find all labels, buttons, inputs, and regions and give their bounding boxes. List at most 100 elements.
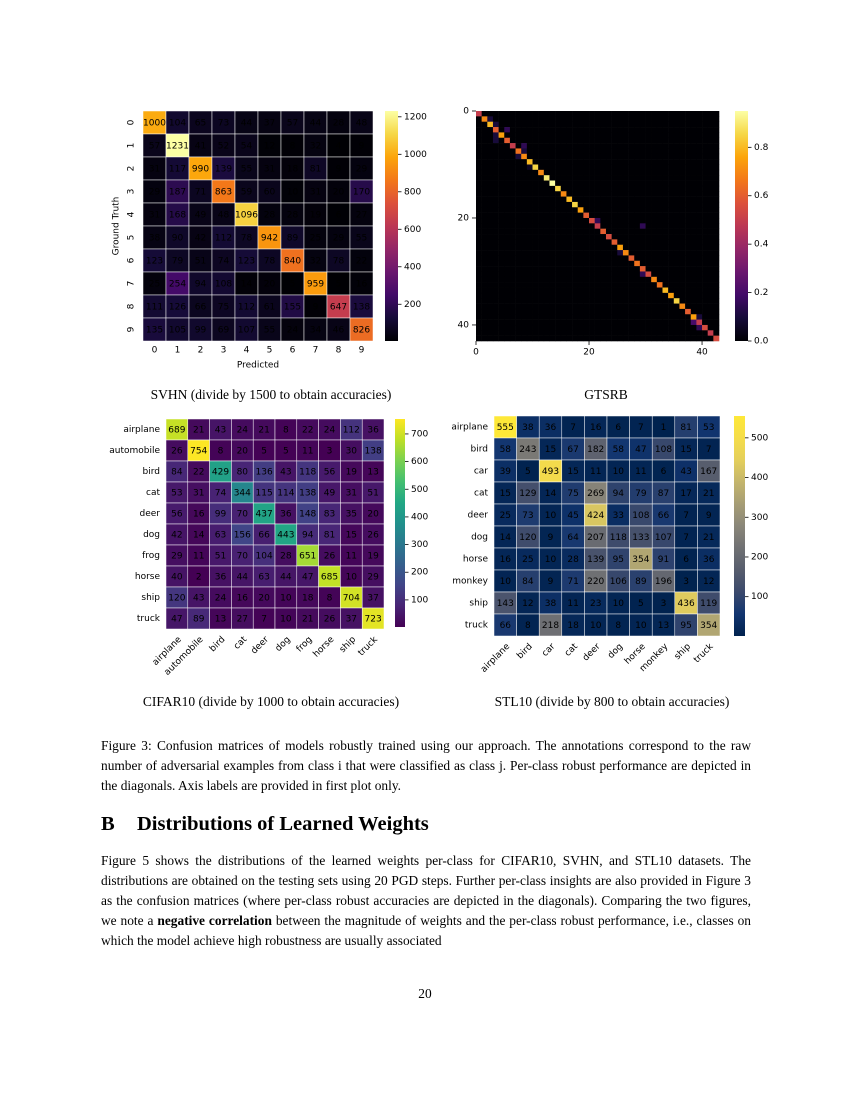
heatmap-cell bbox=[549, 303, 556, 310]
heatmap-cell bbox=[685, 180, 692, 187]
cell-annotation: 28 bbox=[280, 552, 292, 562]
y-tick-label: bird bbox=[143, 467, 160, 477]
heatmap-cell bbox=[509, 298, 516, 304]
cell-annotation: 79 bbox=[172, 257, 184, 267]
heatmap-cell bbox=[487, 303, 494, 310]
heatmap-cell bbox=[656, 324, 663, 331]
cell-annotation: 436 bbox=[678, 599, 695, 609]
heatmap-cell bbox=[487, 148, 494, 155]
heatmap-cell bbox=[656, 121, 663, 128]
heatmap-cell bbox=[685, 228, 692, 235]
heatmap-cell bbox=[600, 324, 607, 331]
heatmap-cell bbox=[560, 121, 567, 128]
heatmap-cell bbox=[639, 127, 646, 133]
cell-annotation: 84 bbox=[522, 577, 534, 587]
heatmap-cell bbox=[549, 207, 556, 213]
heatmap-cell bbox=[577, 287, 584, 294]
heatmap-cell bbox=[532, 169, 539, 176]
heatmap-cell bbox=[487, 137, 494, 144]
heatmap-cell bbox=[538, 250, 545, 256]
heatmap-cell bbox=[702, 234, 708, 240]
heatmap-cell bbox=[685, 191, 692, 197]
heatmap-cell bbox=[481, 292, 488, 299]
heatmap-cell bbox=[634, 250, 641, 256]
heatmap-cell bbox=[600, 319, 607, 326]
heatmap-cell bbox=[526, 298, 533, 304]
heatmap-cell bbox=[577, 111, 584, 117]
colorbar bbox=[395, 419, 405, 627]
figure-caption: Figure 3: Confusion matrices of models r… bbox=[101, 738, 751, 793]
heatmap-cell bbox=[634, 201, 641, 208]
heatmap-cell bbox=[476, 196, 482, 203]
heatmap-cell bbox=[639, 111, 646, 117]
cell-annotation: 26 bbox=[324, 615, 336, 625]
heatmap-cell bbox=[605, 164, 612, 171]
heatmap-cell bbox=[532, 217, 539, 224]
heatmap-cell bbox=[572, 116, 579, 122]
x-tick-label: 6 bbox=[290, 346, 296, 356]
heatmap-cell bbox=[572, 143, 579, 149]
heatmap-cell bbox=[492, 148, 499, 155]
heatmap-cell bbox=[560, 287, 567, 294]
heatmap-cell bbox=[549, 282, 556, 288]
heatmap-cell bbox=[521, 234, 528, 240]
heatmap-cell bbox=[549, 191, 556, 197]
cell-annotation: 15 bbox=[346, 531, 357, 541]
heatmap-cell bbox=[521, 185, 528, 192]
heatmap-cell bbox=[515, 276, 522, 283]
cell-annotation: 106 bbox=[610, 577, 627, 587]
heatmap-cell bbox=[492, 260, 499, 267]
heatmap-cell bbox=[628, 244, 635, 251]
heatmap-cell bbox=[560, 153, 567, 160]
heatmap-cell bbox=[555, 223, 562, 229]
cell-annotation: 53 bbox=[171, 489, 182, 499]
heatmap-cell bbox=[532, 196, 539, 203]
heatmap-cell bbox=[583, 330, 590, 336]
heatmap-cell bbox=[515, 191, 522, 197]
heatmap-cell bbox=[673, 137, 680, 144]
cell-annotation: 51 bbox=[215, 552, 226, 562]
cell-annotation: 493 bbox=[542, 467, 559, 477]
heatmap-cell bbox=[605, 121, 612, 128]
cell-annotation: 12 bbox=[522, 599, 533, 609]
heatmap-cell bbox=[572, 111, 579, 117]
heatmap-cell bbox=[476, 282, 482, 288]
heatmap-cell bbox=[645, 314, 652, 320]
heatmap-cell bbox=[560, 303, 567, 310]
heatmap-cell bbox=[583, 159, 590, 165]
heatmap-cell bbox=[549, 244, 556, 251]
heatmap-cell bbox=[526, 228, 533, 235]
heatmap-cell bbox=[605, 143, 612, 149]
heatmap-cell bbox=[487, 196, 494, 203]
heatmap-cell bbox=[594, 169, 601, 176]
heatmap-cell bbox=[594, 116, 601, 122]
heatmap-cell bbox=[690, 159, 697, 165]
heatmap-cell bbox=[532, 335, 539, 342]
heatmap-cell bbox=[605, 185, 612, 192]
heatmap-cell bbox=[589, 319, 595, 326]
heatmap-cell bbox=[656, 185, 663, 192]
cell-annotation: 182 bbox=[587, 445, 604, 455]
cell-annotation: 13 bbox=[658, 621, 669, 631]
cell-annotation: 49 bbox=[324, 489, 336, 499]
heatmap-cell bbox=[668, 255, 675, 262]
heatmap-cell bbox=[679, 298, 686, 304]
y-tick-label: 2 bbox=[127, 166, 137, 172]
heatmap-cell bbox=[526, 314, 533, 320]
heatmap-cell bbox=[617, 276, 624, 283]
heatmap-cell bbox=[589, 276, 595, 283]
heatmap-cell bbox=[656, 260, 663, 267]
heatmap-cell bbox=[645, 282, 652, 288]
heatmap-cell bbox=[481, 169, 488, 176]
cell-annotation: 13 bbox=[215, 615, 226, 625]
cell-annotation: 38 bbox=[522, 423, 534, 433]
heatmap-cell bbox=[549, 308, 556, 315]
heatmap-cell bbox=[487, 169, 494, 176]
heatmap-cell bbox=[617, 239, 624, 246]
y-tick-label: 7 bbox=[127, 281, 137, 287]
heatmap-cell bbox=[555, 159, 562, 165]
heatmap-cell bbox=[690, 137, 697, 144]
x-tick-label: 5 bbox=[267, 346, 273, 356]
heatmap-cell bbox=[555, 121, 562, 128]
cell-annotation: 990 bbox=[192, 165, 209, 175]
